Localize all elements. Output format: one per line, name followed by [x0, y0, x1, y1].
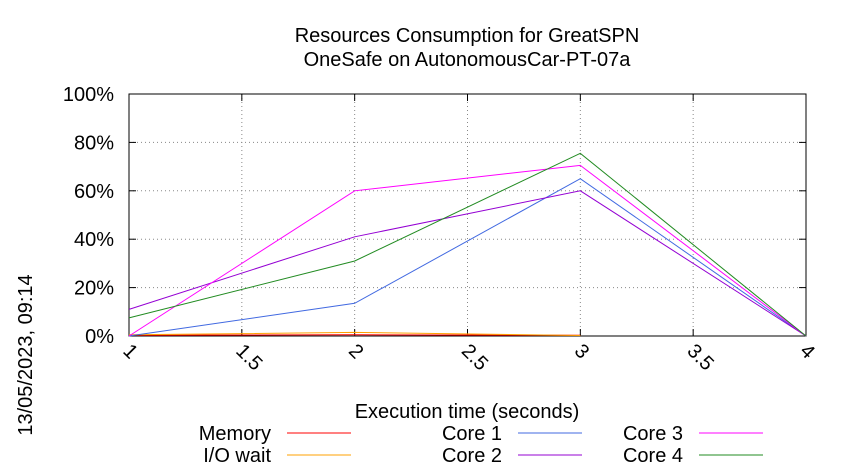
grid [129, 94, 806, 336]
legend-label-memory: Memory [199, 423, 271, 445]
x-tick-label: 3 [570, 340, 593, 363]
x-tick-label: 3.5 [683, 340, 718, 375]
y-tick-label: 40% [74, 229, 114, 251]
series-line-i-o-wait [128, 331, 581, 336]
legend-label-core-1: Core 1 [442, 423, 502, 445]
series-line-core-3 [128, 164, 807, 337]
legend-label-i-o-wait: I/O wait [203, 445, 271, 467]
y-tick-label: 60% [74, 181, 114, 203]
legend-label-core-4: Core 4 [623, 445, 683, 467]
series-lines [128, 152, 807, 337]
series-line-core-1 [128, 178, 807, 337]
series-line-memory [128, 334, 581, 336]
y-tick-label: 20% [74, 278, 114, 300]
timestamp-label: 13/05/2023, 09:14 [15, 274, 37, 435]
y-tick-label: 80% [74, 132, 114, 154]
x-tick-label: 1.5 [231, 340, 266, 375]
y-tick-label: 0% [85, 326, 114, 348]
y-axis-ticks: 0% 20% 40% 60% 80% 100% [63, 84, 806, 348]
chart-title: Resources Consumption for GreatSPN [295, 25, 640, 47]
series-line-core-4 [128, 152, 807, 337]
x-tick-label: 4 [795, 340, 818, 363]
x-axis-ticks: 1 1.5 2 2.5 3 3.5 4 [118, 94, 819, 375]
chart-subtitle: OneSafe on AutonomousCar-PT-07a [304, 49, 632, 71]
series-line-core-2 [128, 190, 807, 337]
y-tick-label: 100% [63, 84, 114, 106]
legend-label-core-2: Core 2 [442, 445, 502, 467]
legend-label-core-3: Core 3 [623, 423, 683, 445]
x-tick-label: 2.5 [457, 340, 492, 375]
x-tick-label: 1 [118, 340, 141, 363]
x-tick-label: 2 [344, 340, 367, 363]
x-axis-label: Execution time (seconds) [355, 401, 580, 423]
